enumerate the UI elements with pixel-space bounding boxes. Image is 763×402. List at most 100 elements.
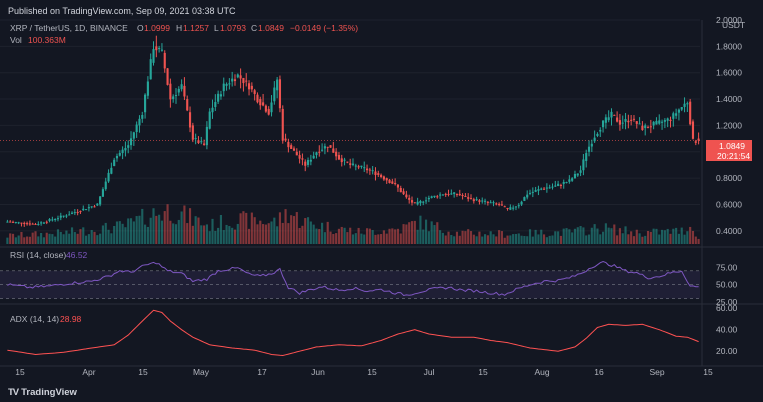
candle-body <box>31 223 34 225</box>
candle-body <box>239 75 242 79</box>
volume-bar <box>531 236 534 244</box>
candle-body <box>315 152 318 156</box>
candle-body <box>124 148 127 151</box>
volume-bar <box>512 234 515 244</box>
candle-body <box>573 174 577 179</box>
candle-body <box>256 94 259 103</box>
volume-bar <box>222 230 225 244</box>
candle-body <box>427 197 430 200</box>
volume-bar <box>396 228 400 244</box>
candle-body <box>205 126 208 146</box>
volume-bar <box>40 233 43 244</box>
volume-bar <box>304 218 307 244</box>
tradingview-logo[interactable]: TV TradingView <box>8 387 77 398</box>
candle-body <box>163 52 166 69</box>
candle-body <box>405 194 408 198</box>
candle-body <box>82 208 85 211</box>
volume-bar <box>441 232 444 244</box>
candle-body <box>343 159 346 161</box>
volume-bar <box>661 229 664 244</box>
price-tick-label: 1.4000 <box>716 94 742 104</box>
volume-bar <box>59 231 62 244</box>
candle-body <box>464 196 467 198</box>
volume-bar <box>194 216 197 244</box>
candle-body <box>76 212 79 213</box>
volume-label: Vol <box>10 35 22 45</box>
candle-body <box>514 206 518 208</box>
volume-bar <box>624 226 627 244</box>
candle-body <box>382 176 385 180</box>
candle-body <box>478 200 481 202</box>
adx-tick-label: 20.00 <box>716 346 738 356</box>
volume-bar <box>475 236 478 244</box>
volume-bar <box>295 212 298 244</box>
candle-body <box>284 138 287 141</box>
candle-body <box>562 182 565 184</box>
adx-value: 28.98 <box>60 314 82 324</box>
volume-bar <box>601 231 605 244</box>
candle-body <box>188 112 192 128</box>
volume-bar <box>632 236 636 244</box>
volume-bar <box>607 227 610 244</box>
volume-bar <box>93 231 96 244</box>
candle-body <box>231 78 234 82</box>
volume-bar <box>174 224 178 244</box>
volume-bar <box>141 208 144 244</box>
candle-body <box>56 218 60 220</box>
volume-bar <box>419 215 422 244</box>
candle-body <box>96 203 99 206</box>
candle-body <box>621 122 624 124</box>
published-header: Published on TradingView.com, Sep 09, 20… <box>8 6 236 16</box>
volume-bar <box>514 233 518 244</box>
volume-bar <box>9 233 12 244</box>
volume-bar <box>163 211 166 244</box>
candle-body <box>635 121 638 124</box>
candle-body <box>475 199 478 201</box>
volume-bar <box>124 227 127 244</box>
volume-bar <box>321 222 324 244</box>
candle-body <box>582 159 585 171</box>
candle-body <box>624 118 627 122</box>
volume-bar <box>430 221 433 244</box>
volume-bar <box>26 236 29 244</box>
candle-body <box>217 93 220 102</box>
volume-bar <box>14 237 17 244</box>
time-tick-label: Aug <box>534 367 549 377</box>
volume-bar <box>214 230 217 244</box>
volume-bar <box>205 224 208 244</box>
candle-body <box>396 184 400 188</box>
volume-bar <box>290 215 293 244</box>
candle-body <box>439 194 442 196</box>
candle-body <box>652 121 655 126</box>
candle-body <box>208 111 211 129</box>
candle-body <box>351 163 355 165</box>
candle-body <box>630 119 633 121</box>
volume-bar <box>520 235 523 244</box>
candle-body <box>489 202 492 204</box>
volume-bar <box>551 235 554 244</box>
volume-bar <box>155 215 158 244</box>
currency-label: USDT <box>722 20 745 30</box>
volume-bar <box>203 225 206 244</box>
volume-bar <box>669 233 672 244</box>
volume-bar <box>247 228 251 244</box>
time-tick-label: Jul <box>424 367 435 377</box>
candle-body <box>585 153 588 161</box>
volume-bar <box>160 220 164 244</box>
volume-bar <box>292 216 296 244</box>
candle-body <box>661 121 664 123</box>
candle-body <box>559 184 562 186</box>
candle-body <box>604 117 607 123</box>
candle-body <box>461 194 464 197</box>
volume-bar <box>85 235 88 244</box>
candle-body <box>276 79 279 91</box>
candle-body <box>160 49 164 51</box>
volume-bar <box>236 223 239 244</box>
volume-bar <box>377 234 380 244</box>
candle-body <box>537 189 540 191</box>
volume-bar <box>11 233 15 244</box>
volume-bar <box>380 234 383 244</box>
candle-body <box>380 174 383 178</box>
candle-body <box>503 206 506 208</box>
